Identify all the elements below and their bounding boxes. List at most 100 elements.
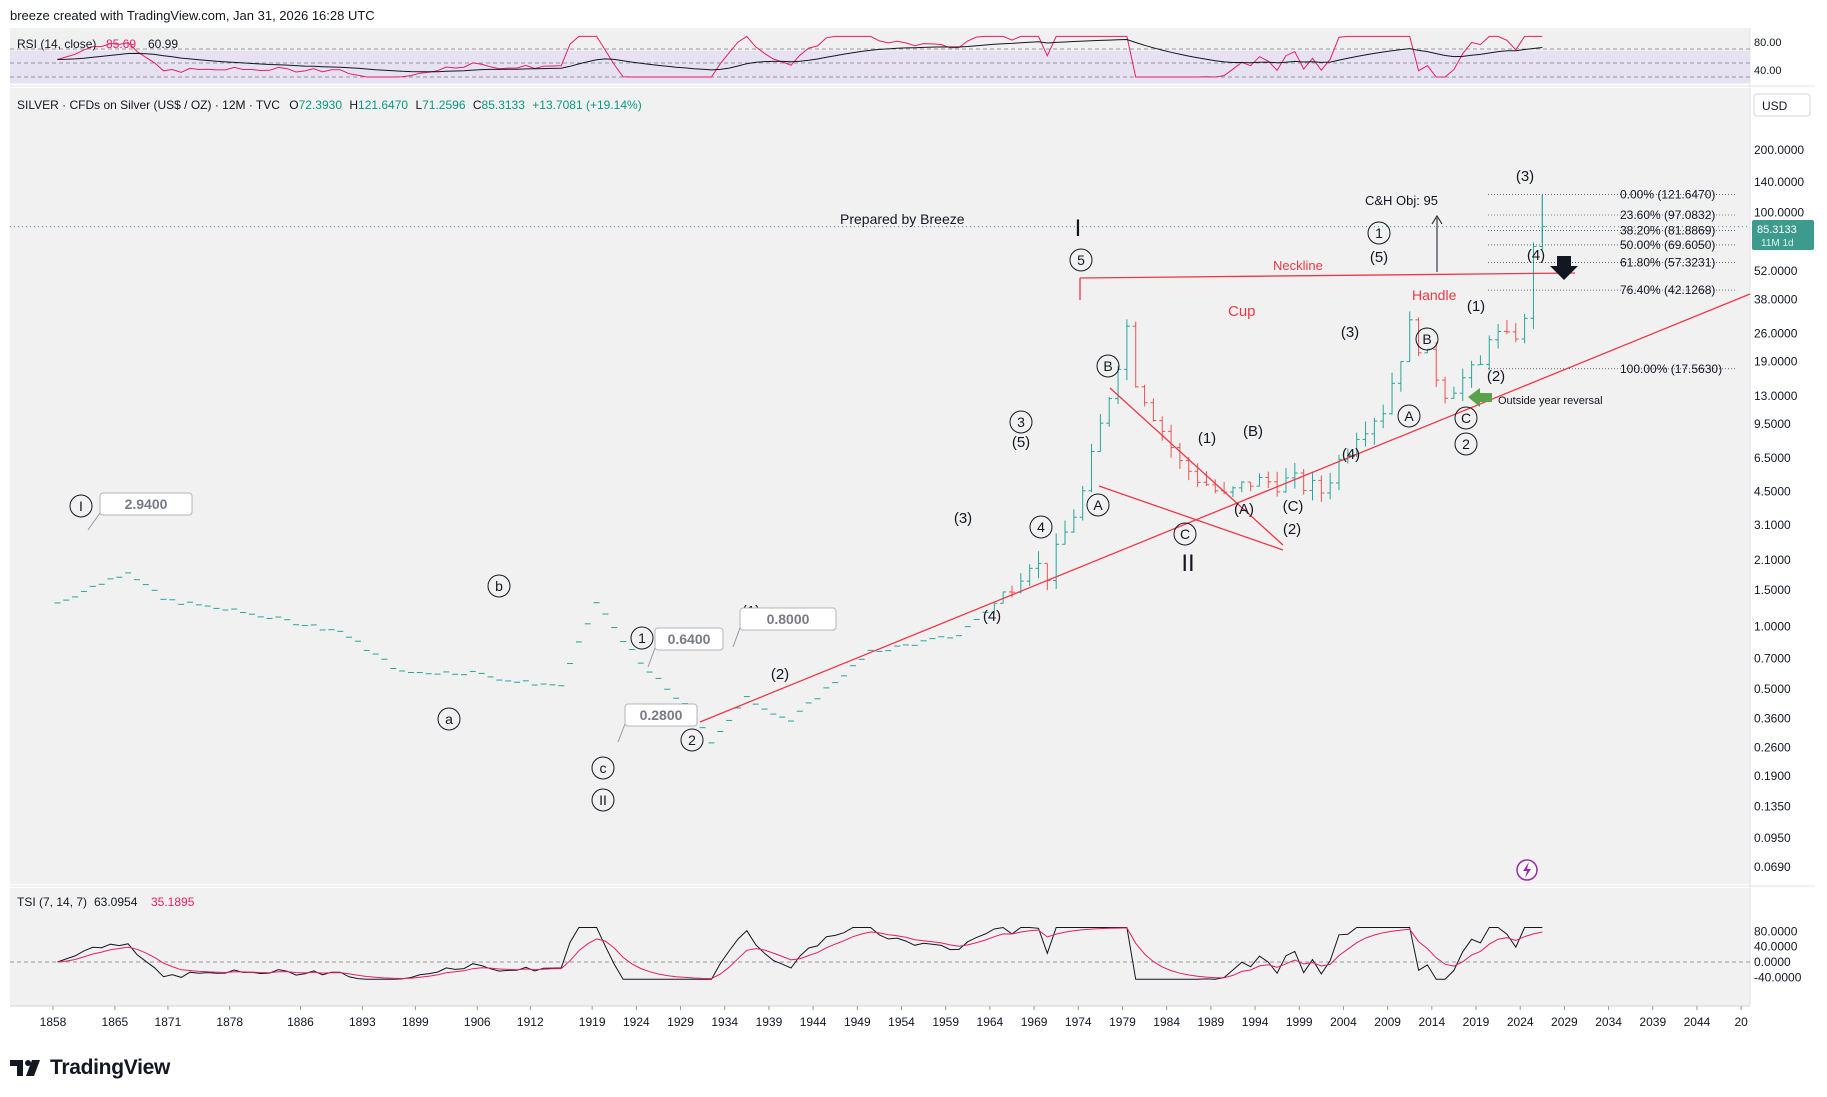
legend-close: 85.3133	[482, 98, 526, 112]
x-axis-label: 1924	[623, 1015, 650, 1029]
rsi-legend-value2: 60.99	[148, 37, 178, 51]
tsi-legend-name: TSI (7, 14, 7)	[17, 895, 87, 909]
x-axis-label: 1944	[800, 1015, 827, 1029]
tsi-axis-label: 80.0000	[1754, 924, 1798, 938]
x-axis-label: 1906	[464, 1015, 491, 1029]
value-box-label: 0.8000	[767, 611, 810, 627]
fib-level-label: 100.00% (17.5630)	[1620, 362, 1722, 376]
fib-level-label: 38.20% (81.8869)	[1620, 223, 1715, 237]
rsi-axis-label: 80.00	[1754, 37, 1782, 49]
fib-level-label: 0.00% (121.6470)	[1620, 188, 1715, 202]
handle-label: Handle	[1412, 287, 1457, 303]
wave-circle	[487, 574, 511, 598]
wave-label: a	[445, 711, 453, 727]
tsi-legend-value2: 35.1895	[151, 895, 195, 909]
wave-label: (B)	[1243, 423, 1263, 440]
wave-label: (3)	[1341, 324, 1359, 341]
tsi-legend-value1: 63.0954	[94, 895, 138, 909]
currency-box[interactable]	[1753, 93, 1811, 117]
value-box-pointer	[647, 647, 656, 668]
rsi-legend-name: RSI (14, close)	[17, 37, 96, 51]
rsi-signal-line	[57, 38, 1543, 73]
wave-label: (2)	[1487, 368, 1505, 385]
wave-label: 4	[1037, 519, 1045, 535]
rsi-band	[10, 51, 1750, 83]
wave-label: (4)	[983, 608, 1001, 625]
legend-h-label: H	[349, 98, 358, 112]
chart-credit: breeze created with TradingView.com, Jan…	[10, 8, 375, 23]
x-axis-label: 20	[1734, 1015, 1748, 1029]
value-box	[654, 627, 724, 651]
tsi-pane[interactable]	[10, 888, 1750, 1006]
wave-label: A	[1093, 497, 1103, 513]
x-axis-label: 1964	[977, 1015, 1004, 1029]
wave-label: (2)	[1283, 521, 1301, 538]
y-axis-label: 52.0000	[1754, 264, 1798, 278]
wave-label: II	[599, 792, 607, 808]
wave-circle	[591, 788, 615, 812]
neckline-label: Neckline	[1273, 258, 1323, 273]
price-badge-countdown: 11M 1d	[1761, 238, 1794, 249]
y-axis-label: 100.0000	[1754, 205, 1804, 219]
x-axis-label: 1919	[579, 1015, 606, 1029]
y-axis-label: 26.0000	[1754, 326, 1798, 340]
x-axis-label: 1858	[40, 1015, 67, 1029]
y-axis-label: 1.0000	[1754, 620, 1791, 634]
wedge-lower	[1098, 485, 1284, 551]
prepared-by: Prepared by Breeze	[840, 211, 965, 227]
x-axis-label: 1979	[1109, 1015, 1136, 1029]
y-axis-label: 0.1900	[1754, 769, 1791, 783]
wave-label: C	[1180, 526, 1190, 542]
currency-label: USD	[1762, 99, 1788, 113]
wave-label-major: I	[1075, 215, 1082, 242]
y-axis-label: 0.2600	[1754, 741, 1791, 755]
value-box-pointer	[617, 723, 626, 743]
tradingview-logo[interactable]: TradingView	[10, 1056, 170, 1080]
x-axis-label: 2009	[1374, 1015, 1401, 1029]
x-axis-label: 2004	[1330, 1015, 1357, 1029]
x-axis-label: 2019	[1463, 1015, 1490, 1029]
legend-open: 72.3930	[299, 98, 343, 112]
fib-level-label: 50.00% (69.6050)	[1620, 238, 1715, 252]
wave-circle	[1069, 248, 1093, 272]
y-axis-label: 1.5000	[1754, 583, 1791, 597]
y-axis-label: 200.0000	[1754, 143, 1804, 157]
y-axis-label: 19.0000	[1754, 355, 1798, 369]
x-axis-label: 2044	[1684, 1015, 1711, 1029]
wave-label: A	[1404, 408, 1414, 424]
x-axis-label: 1929	[667, 1015, 694, 1029]
ch-objective: C&H Obj: 95	[1365, 193, 1438, 208]
wave-label: (3)	[954, 510, 972, 527]
x-axis-label: 1899	[402, 1015, 429, 1029]
legend-change: +13.7081 (+19.14%)	[532, 98, 641, 112]
x-axis-label: 2024	[1507, 1015, 1534, 1029]
down-arrow-icon	[1550, 256, 1578, 280]
wave-circle	[437, 707, 461, 731]
outside-year-reversal: Outside year reversal	[1498, 395, 1603, 407]
x-axis-label: 1934	[711, 1015, 738, 1029]
neckline	[1079, 272, 1576, 279]
wave-label: 1	[1375, 225, 1383, 241]
x-axis-label: 1999	[1286, 1015, 1313, 1029]
value-box-label: 0.2800	[640, 707, 683, 723]
fib-level-label: 61.80% (57.3231)	[1620, 255, 1715, 269]
price-pane[interactable]	[10, 88, 1750, 884]
rsi-axis-label: 40.00	[1754, 65, 1782, 77]
target-arrow-head	[1431, 215, 1443, 225]
x-axis-label: 1954	[888, 1015, 915, 1029]
wave-label: B	[1103, 358, 1112, 374]
value-box-label: 2.9400	[125, 496, 168, 512]
wave-circle	[1086, 493, 1110, 517]
y-axis-label: 0.5000	[1754, 682, 1791, 696]
x-axis-label: 1959	[932, 1015, 959, 1029]
price-badge-price: 85.3133	[1757, 224, 1797, 236]
bolt-icon-glyph	[1523, 862, 1531, 878]
left-arrow-icon	[1468, 388, 1492, 407]
value-box-label: 0.6400	[668, 631, 711, 647]
wave-circle	[1173, 522, 1197, 546]
y-axis-label: 38.0000	[1754, 292, 1798, 306]
legend-l-label: L	[415, 98, 422, 112]
wave-circle	[1415, 327, 1439, 351]
wave-label: b	[495, 578, 503, 594]
